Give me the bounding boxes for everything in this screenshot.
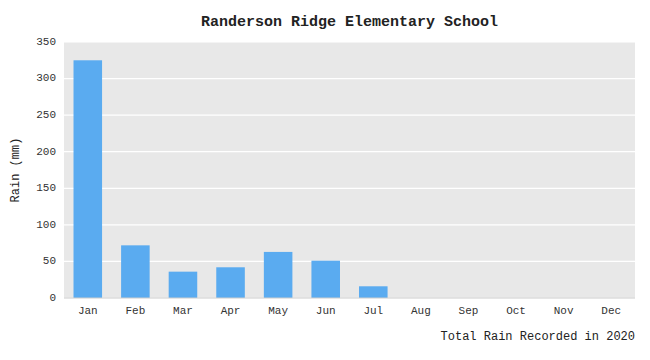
grid-line bbox=[64, 78, 635, 79]
x-tick-label: Jul bbox=[363, 305, 383, 317]
y-tick-label: 200 bbox=[36, 146, 56, 158]
bar bbox=[121, 245, 150, 298]
x-tick-label: Feb bbox=[125, 305, 145, 317]
grid-line bbox=[64, 188, 635, 189]
title: Randerson Ridge Elementary School bbox=[201, 14, 498, 31]
y-tick-label: 100 bbox=[36, 219, 56, 231]
grid bbox=[64, 42, 635, 298]
bar bbox=[311, 261, 340, 298]
bars bbox=[74, 60, 388, 298]
x-tick-label: Aug bbox=[411, 305, 431, 317]
x-axis-label: Total Rain Recorded in 2020 bbox=[441, 330, 635, 344]
x-tick-label: Jun bbox=[316, 305, 336, 317]
y-tick-label: 250 bbox=[36, 109, 56, 121]
bar bbox=[169, 272, 198, 298]
grid-line bbox=[64, 224, 635, 225]
x-axis-line bbox=[64, 298, 635, 299]
x-tick-label: Mar bbox=[173, 305, 193, 317]
y-tick-label: 0 bbox=[49, 292, 56, 304]
x-tick-label: Sep bbox=[459, 305, 479, 317]
x-tick-label: Nov bbox=[554, 305, 574, 317]
grid-line bbox=[64, 151, 635, 152]
grid-line bbox=[64, 115, 635, 116]
y-tick-label: 350 bbox=[36, 36, 56, 48]
plot-background bbox=[64, 42, 635, 298]
bar bbox=[264, 252, 293, 298]
y-tick-label: 300 bbox=[36, 72, 56, 84]
chart-container: 0 50 100 150 200 250 300 350 Jan Feb Mar Apr May Jun J… bbox=[0, 0, 650, 360]
x-tick-label: Oct bbox=[506, 305, 526, 317]
x-tick-label: Dec bbox=[601, 305, 621, 317]
y-tick-label: 150 bbox=[36, 182, 56, 194]
x-tick-label: Apr bbox=[221, 305, 241, 317]
y-axis-label: Rain (mm) bbox=[9, 138, 23, 203]
x-tick-label: Jan bbox=[78, 305, 98, 317]
grid-line bbox=[64, 41, 635, 42]
bar bbox=[74, 60, 103, 298]
y-tick-label: 50 bbox=[43, 255, 56, 267]
bar bbox=[359, 286, 388, 298]
x-tick-label: May bbox=[268, 305, 288, 317]
chart-svg: 0 50 100 150 200 250 300 350 Jan Feb Mar Apr May Jun J… bbox=[0, 0, 650, 360]
bar bbox=[216, 267, 245, 298]
grid-line bbox=[64, 297, 635, 298]
